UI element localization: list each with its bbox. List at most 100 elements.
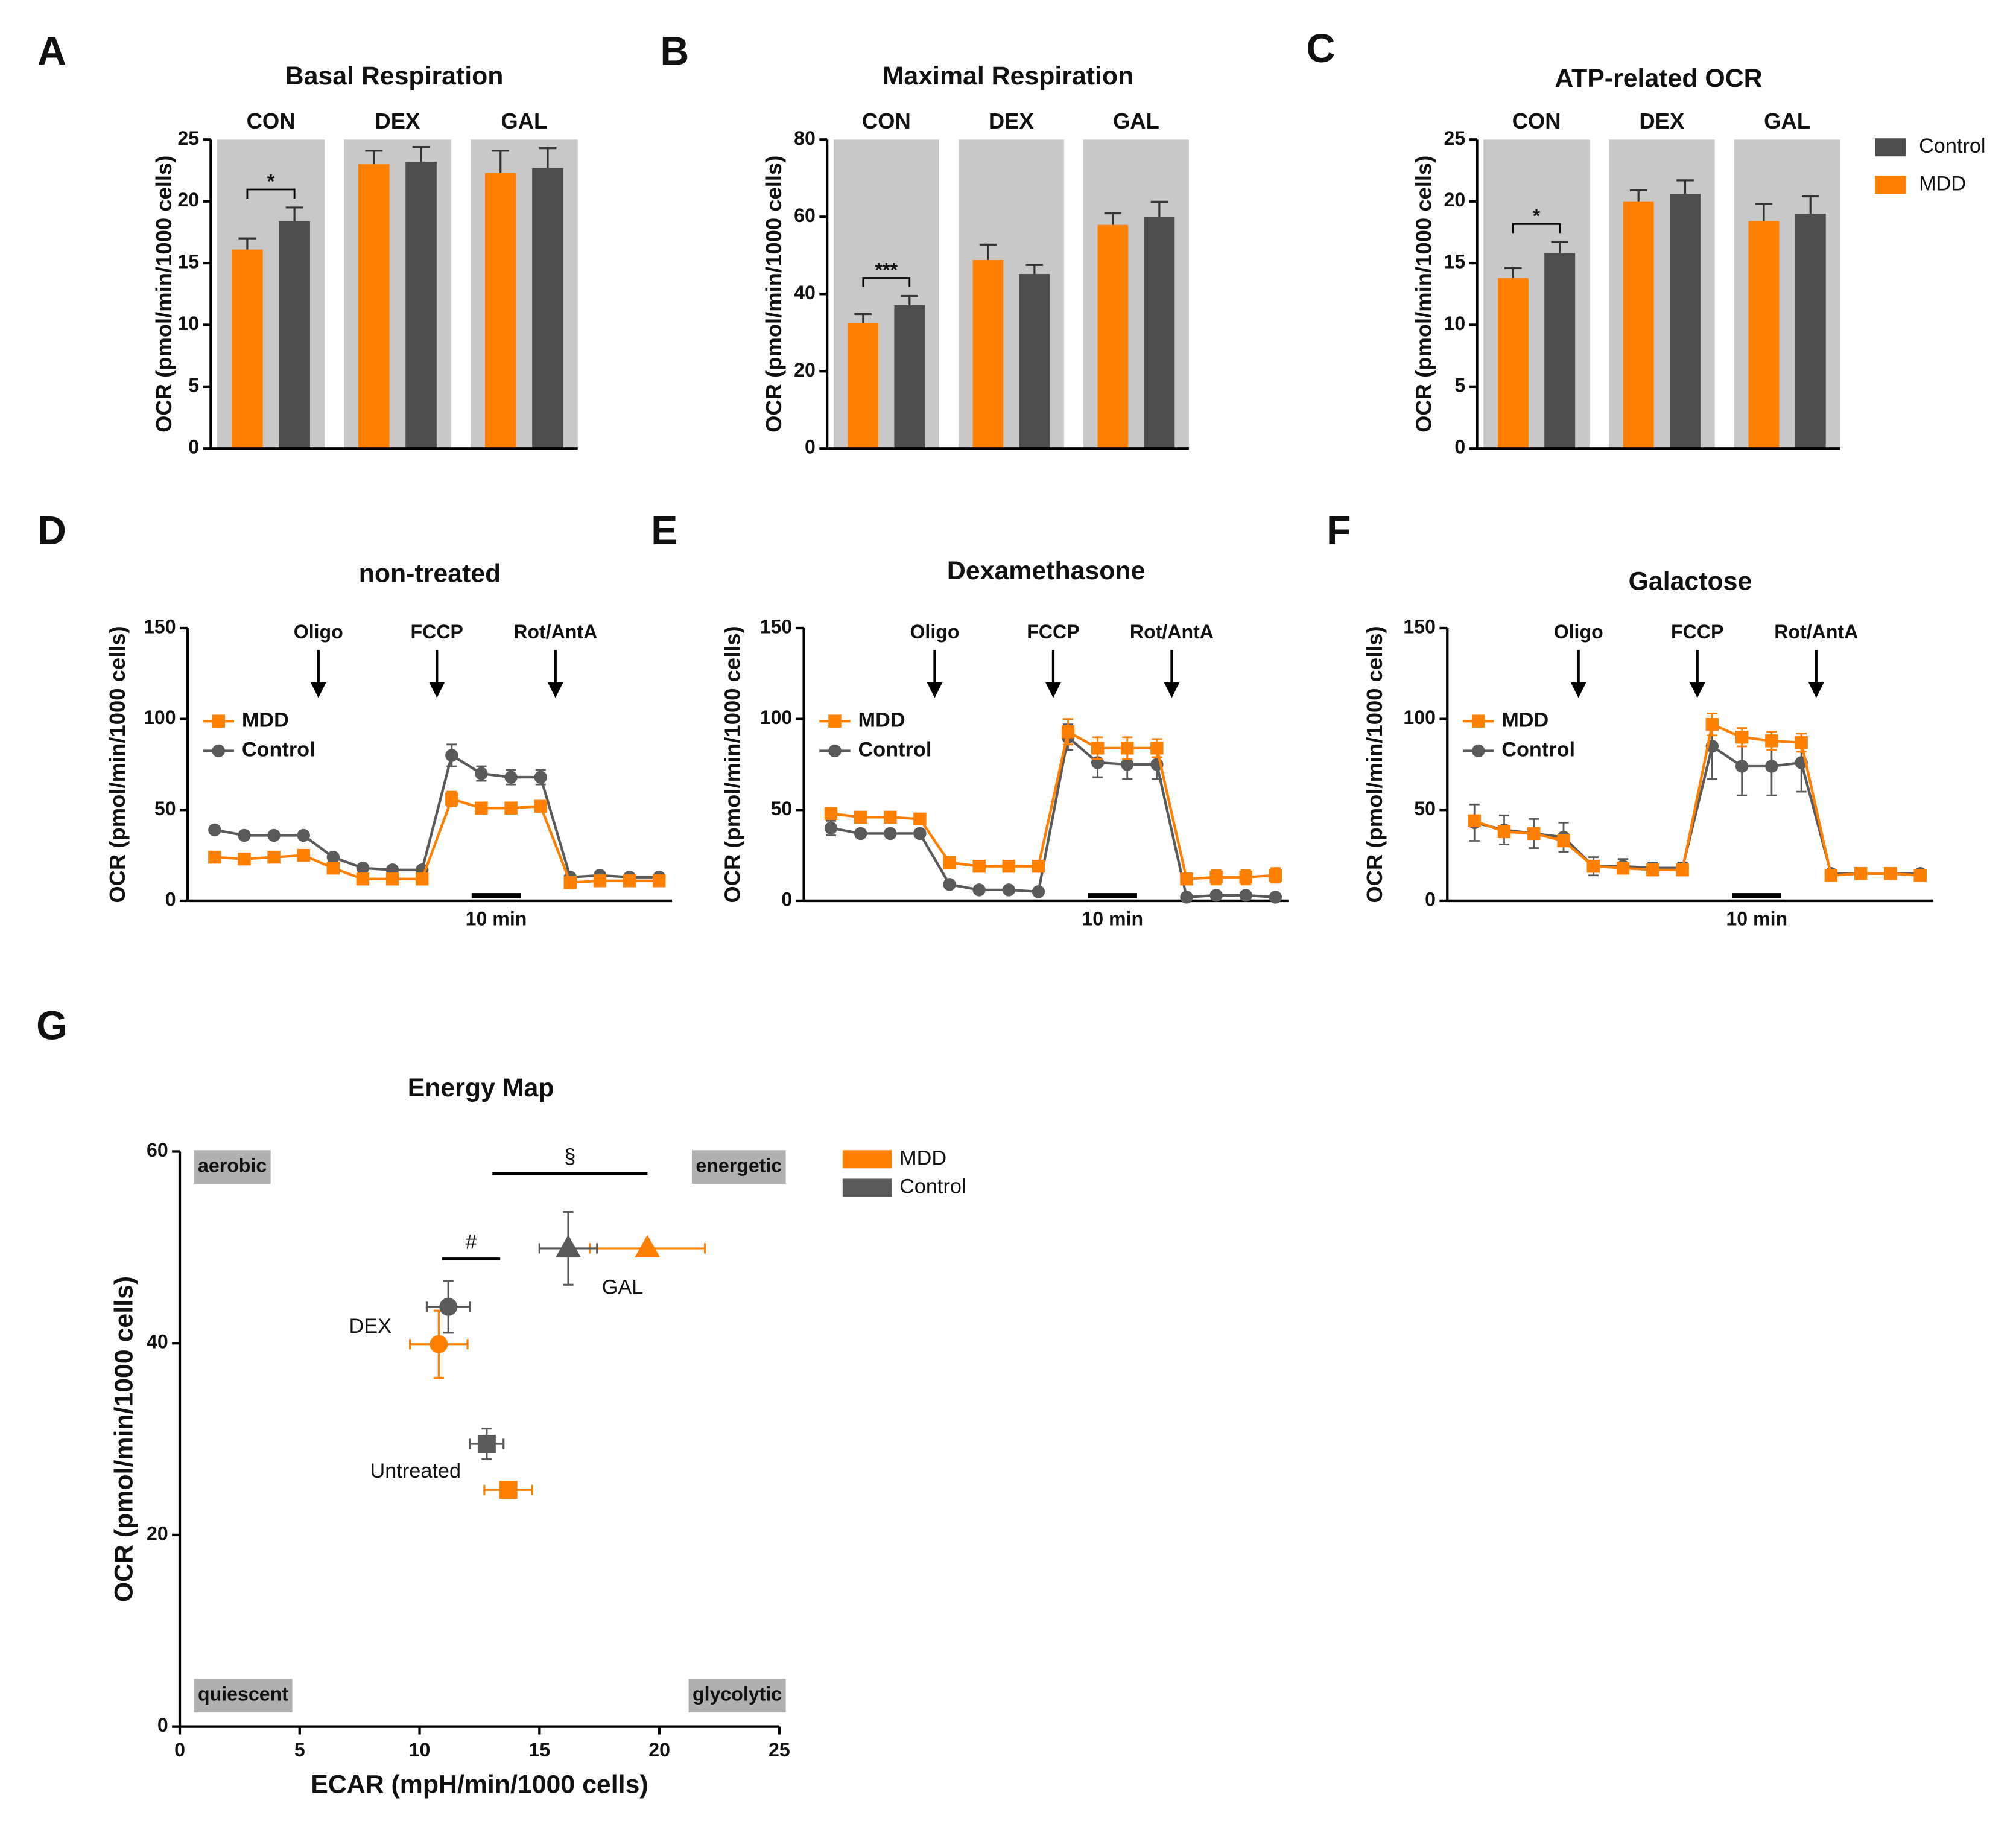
marker: [1557, 834, 1570, 848]
panel-label: F: [1327, 509, 1351, 553]
marker: [972, 859, 986, 873]
y-tick-label: 50: [771, 798, 793, 819]
marker: [884, 810, 897, 824]
arrow-head: [927, 682, 943, 698]
quadrant-label: glycolytic: [693, 1683, 782, 1705]
panel-label: C: [1306, 27, 1335, 71]
marker: [208, 823, 221, 837]
bar: [358, 164, 390, 449]
y-tick-label: 100: [760, 707, 793, 728]
legend-label: MDD: [1501, 708, 1548, 731]
marker: [1209, 889, 1223, 902]
group-label: DEX: [375, 109, 420, 133]
scale-bar-label: 10 min: [466, 908, 527, 930]
y-tick-label: 20: [147, 1522, 168, 1544]
arrow-head: [1808, 682, 1824, 698]
injection-label: Rot/AntA: [513, 621, 597, 643]
legend-label: MDD: [242, 708, 289, 731]
arrow-head: [1045, 682, 1061, 698]
quadrant-box: [688, 1679, 786, 1713]
y-tick-label: 25: [1444, 127, 1466, 149]
marker: [212, 714, 225, 728]
y-tick-label: 0: [157, 1714, 168, 1736]
y-tick-label: 25: [177, 127, 199, 149]
quadrant-box: [194, 1679, 293, 1713]
chart-title: Maximal Respiration: [883, 62, 1134, 91]
marker: [1121, 758, 1134, 771]
quadrant-label: aerobic: [198, 1155, 267, 1177]
scale-bar-label: 10 min: [1082, 908, 1143, 930]
marker: [326, 861, 340, 875]
marker: [1269, 869, 1282, 882]
group-label: CON: [247, 109, 296, 133]
y-tick-label: 0: [165, 888, 176, 910]
marker: [623, 874, 636, 888]
marker: [1616, 861, 1630, 875]
marker: [854, 827, 867, 841]
marker: [1646, 863, 1659, 877]
y-tick-label: 150: [760, 615, 793, 637]
arrow-head: [1570, 682, 1586, 698]
y-tick-label: 0: [188, 436, 199, 458]
marker: [1795, 736, 1808, 749]
y-tick-label: 80: [794, 127, 816, 149]
marker: [1676, 863, 1689, 877]
quadrant-label: energetic: [696, 1155, 782, 1177]
marker: [499, 1481, 518, 1499]
bar: [532, 168, 563, 449]
y-tick-label: 0: [805, 436, 816, 458]
marker: [504, 801, 518, 815]
point-label: GAL: [602, 1276, 644, 1298]
marker: [1471, 744, 1485, 758]
quadrant-label: quiescent: [198, 1683, 288, 1705]
y-axis-label: OCR (pmol/min/1000 cells): [761, 156, 786, 433]
legend-label: Control: [858, 739, 932, 761]
x-tick-label: 5: [294, 1739, 305, 1761]
marker: [297, 828, 310, 842]
series-line: [1474, 744, 1921, 875]
panel-label: D: [37, 509, 66, 553]
marker: [1121, 742, 1134, 755]
significance-label: *: [267, 171, 275, 192]
legend-label: MDD: [858, 708, 905, 731]
marker: [385, 872, 399, 886]
y-axis-label: OCR (pmol/min/1000 cells): [1411, 156, 1436, 433]
arrow-head: [1689, 682, 1705, 698]
bar: [894, 305, 925, 449]
marker: [913, 827, 927, 841]
x-tick-label: 0: [174, 1739, 185, 1761]
y-tick-label: 100: [1403, 707, 1436, 728]
arrow-head: [547, 682, 563, 698]
injection-label: Rot/AntA: [1774, 621, 1858, 643]
legend-label: Control: [1501, 739, 1575, 761]
marker: [824, 807, 838, 821]
legend-label: MDD: [1919, 172, 1966, 195]
group-label: GAL: [501, 109, 547, 133]
significance-label: *: [1533, 205, 1541, 227]
y-tick-label: 0: [1425, 888, 1436, 910]
bar: [1497, 278, 1529, 449]
bar: [1748, 221, 1780, 449]
marker: [1735, 760, 1749, 773]
marker: [972, 883, 986, 897]
marker: [1061, 725, 1075, 739]
y-tick-label: 60: [794, 205, 816, 226]
marker: [1765, 734, 1778, 748]
y-tick-label: 40: [147, 1331, 168, 1353]
bar: [405, 162, 437, 449]
bar: [232, 249, 263, 449]
series-line: [214, 797, 659, 885]
group-label: GAL: [1113, 109, 1159, 133]
x-axis-label: ECAR (mpH/min/1000 cells): [311, 1770, 648, 1799]
injection-label: FCCP: [1027, 621, 1079, 643]
injection-label: FCCP: [1671, 621, 1723, 643]
y-axis-label: OCR (pmol/min/1000 cells): [109, 1276, 138, 1602]
y-axis-label: OCR (pmol/min/1000 cells): [1362, 626, 1387, 903]
point-label: DEX: [349, 1315, 392, 1338]
marker: [1180, 891, 1193, 904]
y-tick-label: 40: [794, 282, 816, 304]
marker: [556, 1235, 582, 1257]
bar: [972, 259, 1004, 449]
marker: [267, 828, 281, 842]
y-tick-label: 60: [147, 1139, 168, 1161]
